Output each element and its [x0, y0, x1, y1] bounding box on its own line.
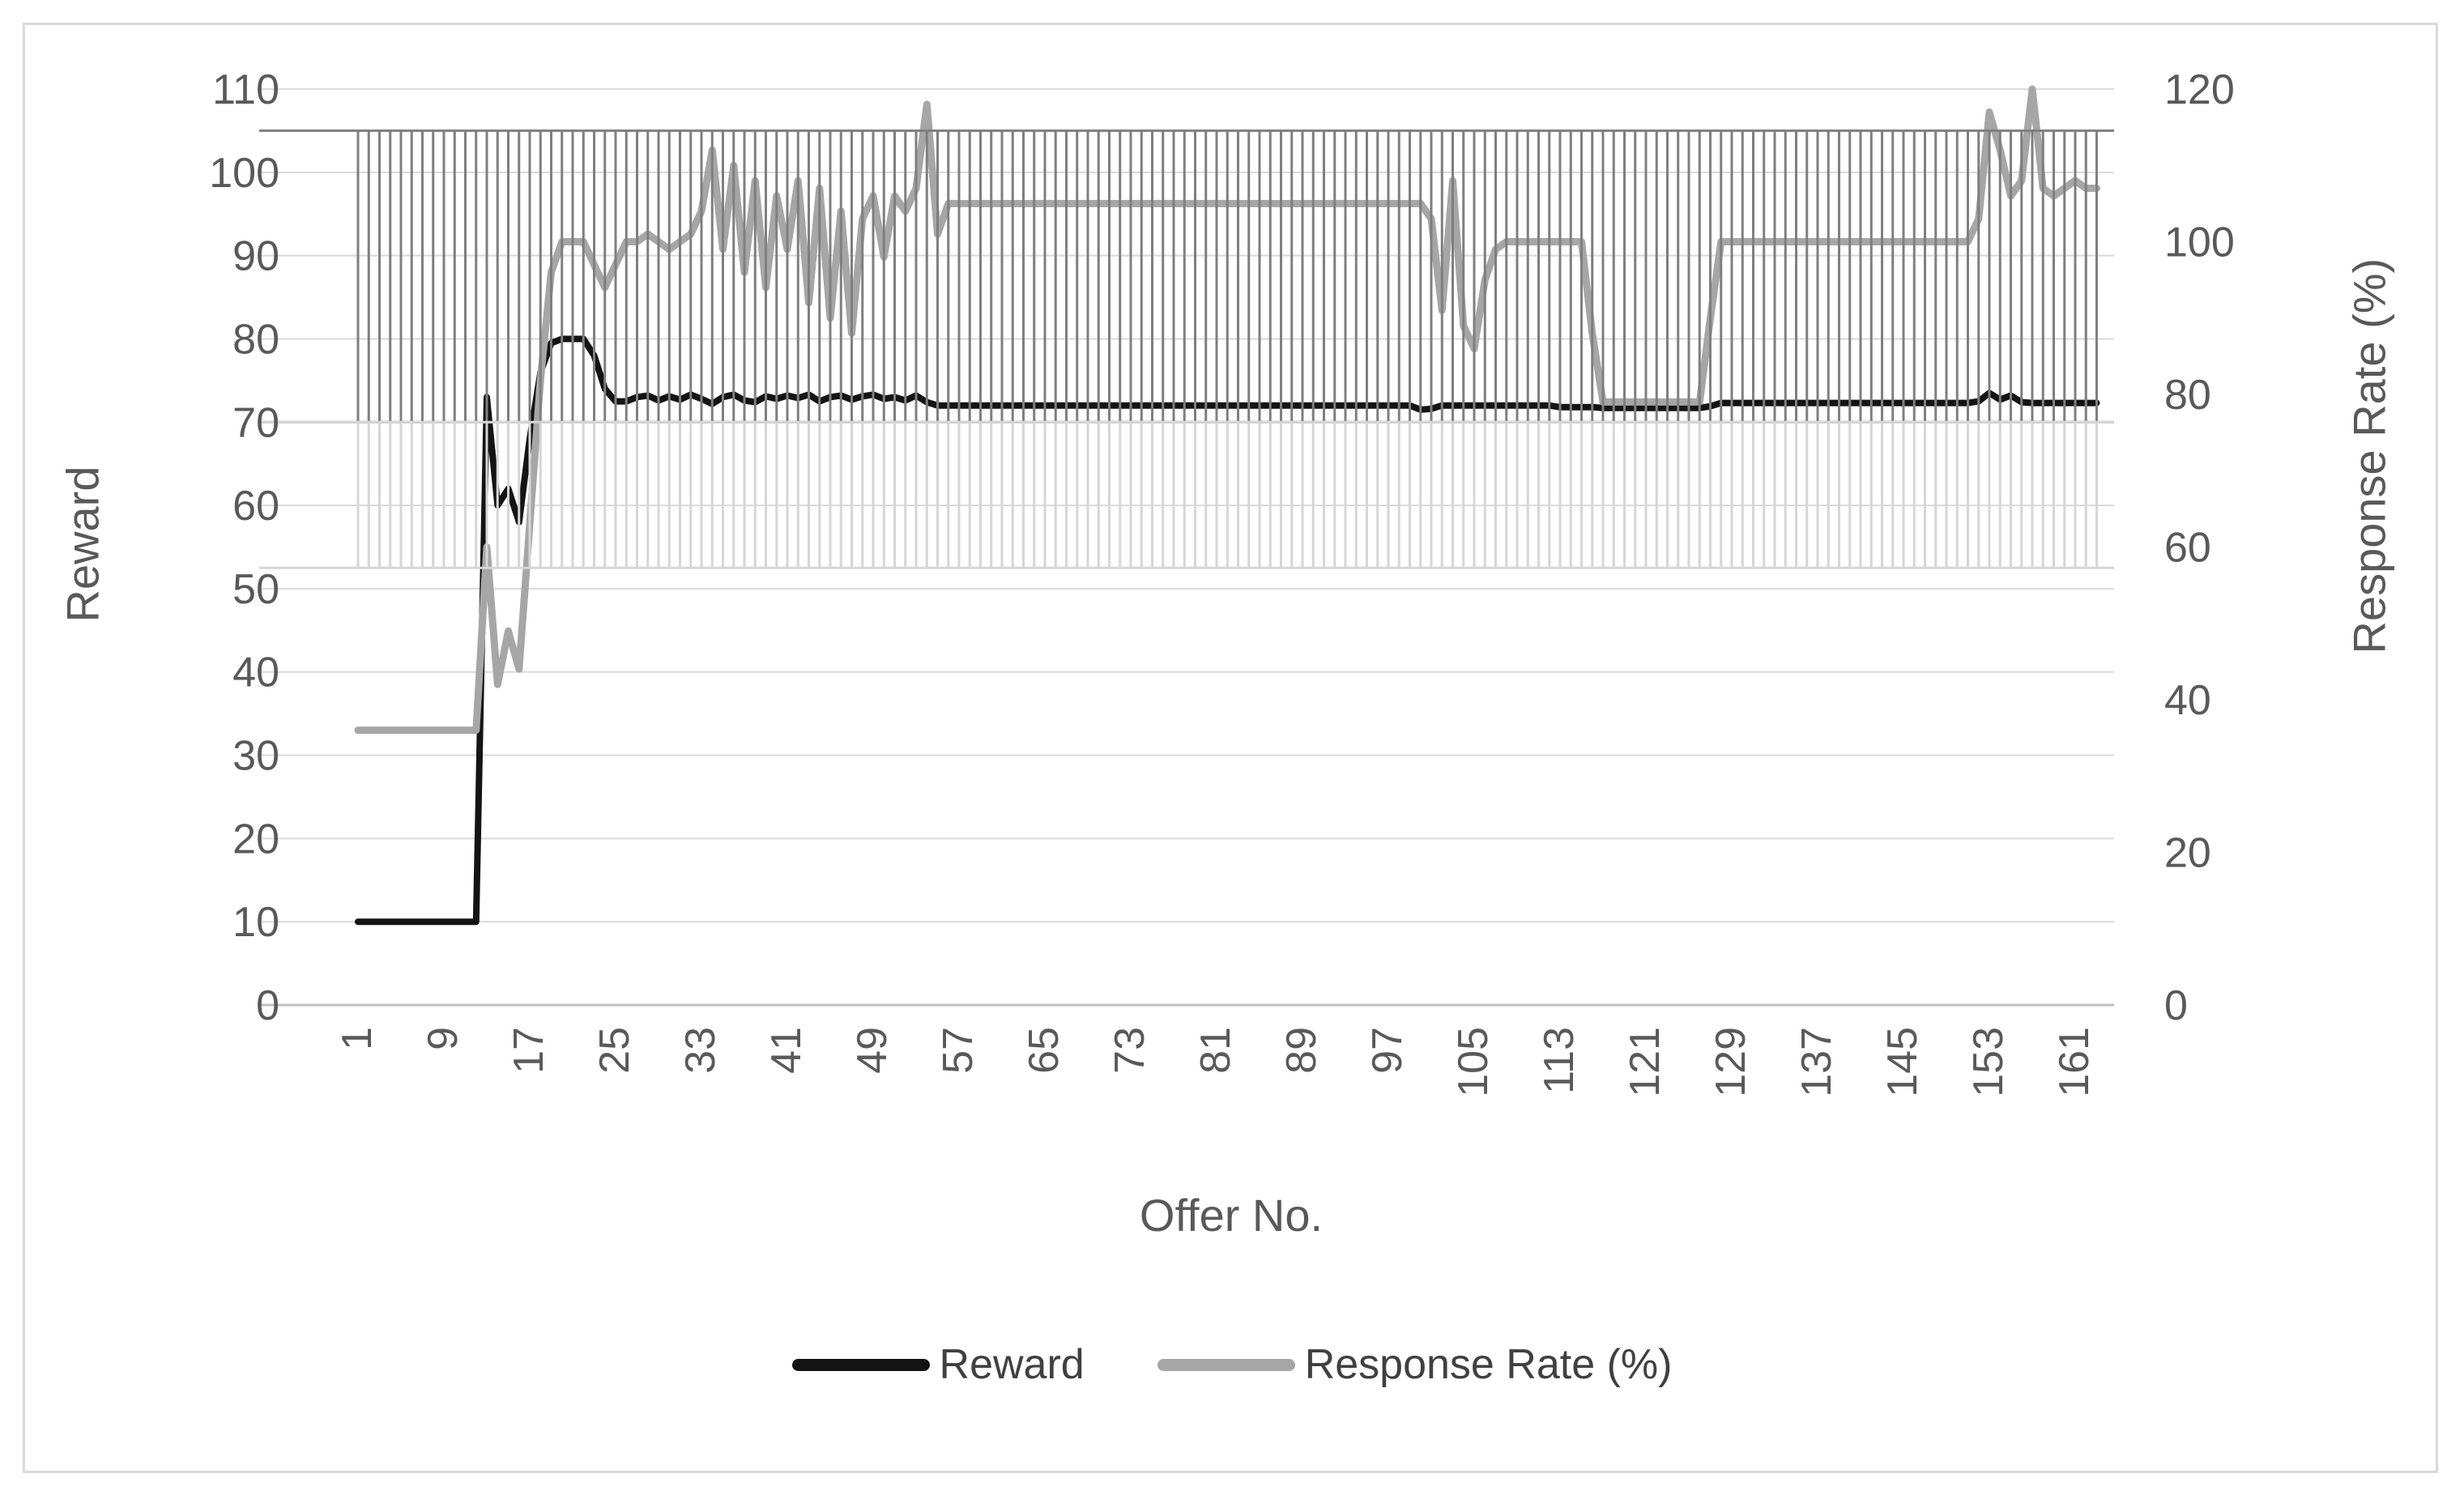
right-axis-tick-label: 20 — [2164, 830, 2211, 877]
x-axis-tick-label: 25 — [591, 1027, 638, 1074]
legend: Reward Response Rate (%) — [0, 1340, 2464, 1389]
legend-item-response-rate: Response Rate (%) — [1157, 1340, 1673, 1389]
x-axis-tick-label: 81 — [1192, 1027, 1239, 1074]
x-axis-tick-label: 89 — [1278, 1027, 1325, 1074]
x-axis-tick-label: 161 — [2051, 1027, 2098, 1097]
x-axis-tick-label: 65 — [1021, 1027, 1068, 1074]
x-axis-tick-label: 121 — [1622, 1027, 1669, 1097]
x-axis-tick-labels: 1 9 17 25 33 41 49 57 65 73 81 89 97 105 113 121 129 137 1… — [334, 1027, 2098, 1097]
left-axis-tick-labels: 0 10 20 30 40 50 60 70 80 90 100 110 — [209, 66, 279, 1029]
legend-item-reward: Reward — [791, 1340, 1085, 1389]
x-axis-tick-label: 33 — [677, 1027, 724, 1074]
x-axis-tick-label: 49 — [849, 1027, 896, 1074]
response-rate-line-marker — [1157, 1358, 1295, 1371]
left-axis-title: Reward — [57, 466, 109, 623]
x-axis-tick-label: 1 — [334, 1027, 381, 1050]
horizontal-gridlines — [259, 88, 2114, 1007]
left-axis-tick-label: 80 — [232, 316, 279, 363]
left-axis-tick-label: 70 — [232, 399, 279, 446]
left-axis-tick-label: 40 — [232, 649, 279, 696]
x-axis-tick-label: 137 — [1793, 1027, 1840, 1097]
legend-label-reward: Reward — [939, 1341, 1085, 1388]
x-axis-title: Offer No. — [1139, 1190, 1324, 1241]
right-axis-tick-label: 60 — [2164, 525, 2211, 572]
left-axis-tick-label: 100 — [209, 150, 279, 197]
light-stripe-band — [259, 420, 2114, 569]
dark-stripe-band — [259, 129, 2114, 424]
right-axis-title: Response Rate (%) — [2343, 258, 2396, 654]
left-axis-tick-label: 110 — [212, 66, 279, 113]
x-axis-tick-label: 41 — [763, 1027, 810, 1074]
x-axis-tick-label: 17 — [505, 1027, 552, 1074]
x-axis-tick-label: 145 — [1879, 1027, 1926, 1097]
left-axis-tick-label: 30 — [232, 733, 279, 780]
x-axis-tick-label: 57 — [935, 1027, 982, 1074]
right-axis-tick-label: 40 — [2164, 677, 2211, 724]
left-axis-tick-label: 10 — [232, 899, 279, 946]
x-axis-tick-label: 113 — [1536, 1027, 1583, 1094]
figure-border — [23, 23, 2438, 1473]
x-axis-tick-label: 9 — [420, 1027, 467, 1050]
x-axis-tick-label: 105 — [1450, 1027, 1497, 1097]
x-axis-tick-label: 73 — [1106, 1027, 1153, 1074]
legend-label-response-rate: Response Rate (%) — [1304, 1341, 1673, 1388]
right-axis-tick-label: 100 — [2164, 219, 2235, 266]
right-axis-tick-label: 120 — [2164, 66, 2235, 113]
left-axis-tick-label: 20 — [232, 816, 279, 862]
right-axis-tick-labels: 0 20 40 60 80 100 120 — [2164, 66, 2235, 1029]
left-axis-tick-label: 60 — [232, 483, 279, 530]
x-axis-tick-label: 97 — [1364, 1027, 1411, 1074]
right-axis-tick-label: 0 — [2164, 982, 2188, 1029]
left-axis-tick-label: 90 — [232, 233, 279, 280]
reward-line-marker — [791, 1358, 930, 1371]
left-axis-tick-label: 50 — [232, 566, 279, 613]
right-axis-tick-label: 80 — [2164, 372, 2211, 419]
x-axis-tick-label: 153 — [1965, 1027, 2012, 1097]
left-axis-tick-label: 0 — [256, 982, 279, 1029]
x-axis-tick-label: 129 — [1707, 1027, 1754, 1097]
